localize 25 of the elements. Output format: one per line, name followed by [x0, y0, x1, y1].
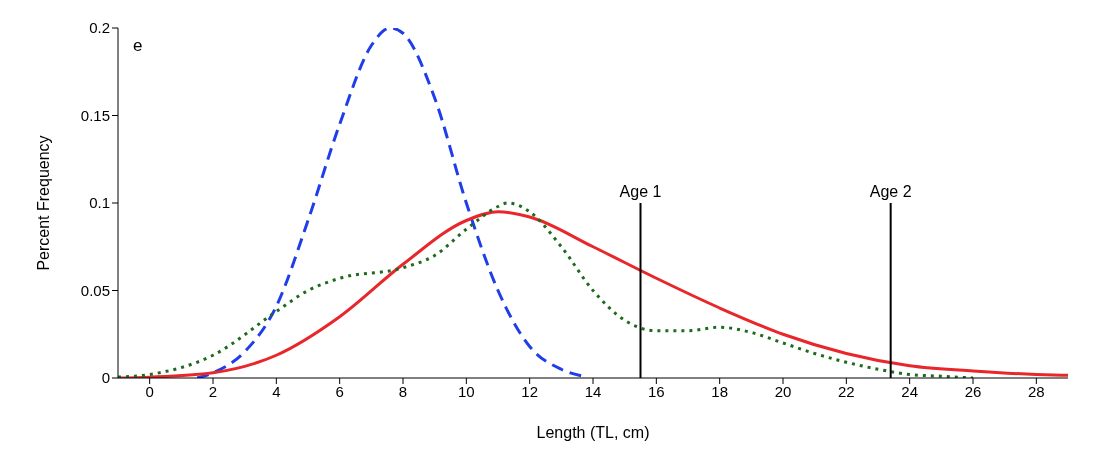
y-tick-label: 0 [101, 369, 110, 387]
x-tick-label: 16 [647, 382, 665, 400]
x-tick-label: 28 [1027, 382, 1045, 400]
annotation: e [133, 36, 143, 56]
x-tick-label: 8 [398, 382, 408, 400]
annotation: Age 2 [869, 183, 912, 200]
y-tick-label: 0.05 [80, 281, 110, 299]
annotation: Age 1 [619, 183, 662, 200]
x-axis-title: Length (TL, cm) [536, 424, 650, 441]
x-tick-label: 10 [457, 382, 475, 400]
x-tick-label: 20 [774, 382, 792, 400]
x-tick-label: 24 [901, 382, 919, 400]
y-tick-label: 0.1 [89, 194, 110, 212]
x-tick-label: 4 [272, 382, 281, 400]
y-axis-title: Percent Frequency [34, 135, 52, 271]
x-tick-label: 12 [521, 382, 539, 400]
x-tick-label: 22 [837, 382, 855, 400]
y-tick-label: 0.2 [89, 19, 110, 37]
x-tick-label: 14 [584, 382, 602, 400]
y-tick-label: 0.15 [80, 106, 110, 124]
x-tick-label: 6 [335, 382, 344, 400]
x-tick-label: 18 [711, 382, 729, 400]
x-tick-label: 2 [208, 382, 218, 400]
x-tick-label: 0 [145, 382, 154, 400]
x-tick-label: 26 [964, 382, 982, 400]
